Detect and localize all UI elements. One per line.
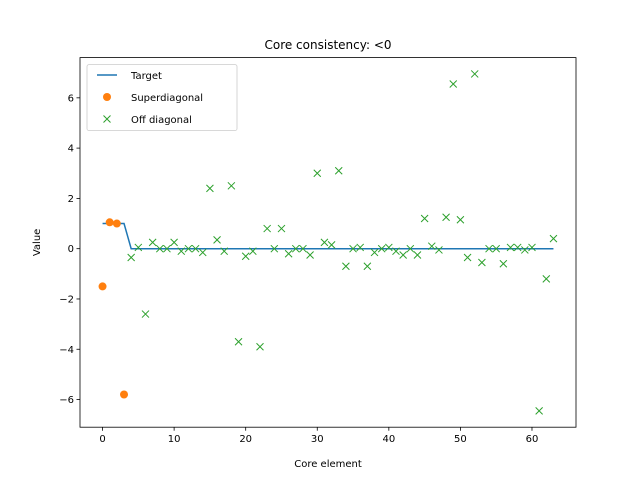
off-diagonal-point [134,243,143,252]
y-axis-label: Value [32,229,43,256]
off-diagonal-point [334,166,343,175]
off-diagonal-point [277,224,286,233]
superdiagonal-point [120,390,129,399]
x-tick-label: 20 [239,434,252,445]
x-tick-label: 0 [99,434,105,445]
y-tick-label: 2 [68,194,74,205]
off-diagonal-point [241,252,250,261]
off-diagonal-point [263,224,272,233]
legend-superdiagonal-swatch [103,93,111,101]
off-diagonal-point [177,247,186,256]
off-diagonal-point [155,244,164,253]
off-diagonal-point [227,181,236,190]
off-diagonal-point [456,215,465,224]
series-layer [98,70,558,415]
off-diagonal-point [291,244,300,253]
off-diagonal-point [299,244,307,253]
off-diagonal-point [198,248,207,257]
chart-title: Core consistency: <0 [264,38,391,52]
off-diagonal-point [170,238,178,247]
off-diagonal-point [248,247,257,256]
off-diagonal-point [270,244,279,253]
off-diagonal-point [435,246,443,254]
superdiagonal-point [98,282,107,291]
legend-off-diagonal-swatch [103,115,111,123]
off-diagonal-point [470,70,479,78]
y-tick-label: −2 [59,294,74,305]
off-diagonal-point [306,251,314,259]
superdiagonal-point [112,219,121,228]
legend-target-label: Target [130,71,162,82]
off-diagonal-point [377,244,386,253]
off-diagonal-point [206,184,214,193]
x-tick-label: 50 [454,434,467,445]
off-diagonal-point [492,244,501,253]
off-diagonal-point [284,249,293,258]
off-diagonal-point [528,243,536,252]
off-diagonal-point [384,243,393,252]
off-diagonal-point [549,234,558,243]
off-diagonal-point [234,337,243,346]
off-diagonal-point [127,253,136,262]
off-diagonal-point [513,243,522,252]
off-diagonal-point [392,247,400,256]
legend-off-diagonal-label: Off diagonal [131,115,192,126]
off-diagonal-point [141,310,150,318]
off-diagonal-point [370,248,379,257]
off-diagonal-point [420,214,429,223]
off-diagonal-point [320,238,329,247]
legend-box [86,64,238,131]
y-tick-label: 6 [68,93,74,104]
off-diagonal-point [478,258,486,267]
off-diagonal-point [399,251,408,259]
off-diagonal-point [220,247,229,256]
off-diagonal-point [506,243,515,252]
off-diagonal-point [184,244,193,253]
off-diagonal-point [499,259,508,268]
off-diagonal-point [313,169,322,178]
off-diagonal-point [413,251,422,259]
y-tick-label: 0 [68,244,74,255]
legend-superdiagonal-label: Superdiagonal [131,93,203,104]
y-axis-ticks: −6 −4 −2 0 2 4 6 [59,93,80,406]
y-tick-label: −4 [59,345,74,356]
superdiagonal-point [105,218,114,227]
x-tick-label: 10 [168,434,181,445]
off-diagonal-point [485,244,493,253]
x-axis-label: Core element [294,459,362,470]
off-diagonal-point [406,244,415,253]
off-diagonal-point [535,407,543,415]
target-line [102,222,554,250]
off-diagonal-point [356,243,365,252]
x-tick-label: 40 [382,434,395,445]
legend: Target Superdiagonal Off diagonal [86,64,238,131]
off-diagonal-point [148,238,157,247]
off-diagonal-point [542,275,551,283]
off-diagonal-point [442,213,450,222]
x-tick-label: 60 [526,434,539,445]
x-axis-ticks: 0 10 20 30 40 50 60 [99,427,538,445]
off-diagonal-point [363,262,372,271]
off-diagonal-point [520,246,529,254]
off-diagonal-point [449,80,458,88]
off-diagonal-point [327,241,336,249]
off-diagonal-point [342,262,350,271]
y-tick-label: −6 [59,395,74,406]
plot-frame [79,57,577,428]
off-diagonal-point [191,244,200,253]
y-tick-label: 4 [68,144,74,155]
off-diagonal-point [349,244,357,253]
off-diagonal-point [256,342,264,351]
off-diagonal-point [427,242,436,251]
off-diagonal-point [213,236,221,244]
off-diagonal-point [463,253,472,262]
off-diagonal-point [163,244,171,253]
x-tick-label: 30 [311,434,324,445]
